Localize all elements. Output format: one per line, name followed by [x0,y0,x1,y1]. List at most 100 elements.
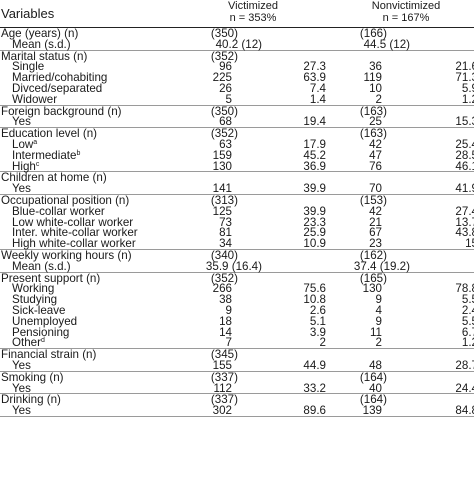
footnote-marker: d [41,337,45,345]
table-section: Foreign background (n) (350) (163) Yes 68 19.… [0,104,474,129]
victimized-n-cell: 40.2 (12) [215,37,262,51]
row-label: Intermediateb [12,149,80,161]
table-row: Low white-collar worker 73 23.3 21 13.7 [0,215,474,229]
victimized-n-cell: 34 [219,237,232,251]
victimized-n-cell: 35.9 (16.4) [205,259,262,273]
victimized-column-header: Victimized n = 353% [178,0,328,24]
victimized-count: (352) [210,49,238,63]
row-label-text: Yes [12,381,31,395]
nonvictimized-count: (153) [359,193,387,207]
table-row: Blue-collar worker 125 39.9 42 27.4 [0,205,474,217]
row-label-text: Mean (s.d.) [12,37,71,51]
victimized-pct-cell: 23.3 [303,215,326,229]
row-label-text: Pensioning [12,325,70,339]
victimized-n-cell: 96 [219,60,232,74]
victimized-count: (352) [210,271,238,285]
nonvictimized-n-cell: 42 [369,137,382,151]
section-title: Children at home (n) [1,171,107,185]
nonvictimized-n-cell: 4 [375,303,382,317]
row-label: Yes [12,182,31,196]
nonvictimized-count: (162) [359,248,387,262]
nonvictimized-n-cell: 139 [362,404,382,418]
table-row: Studying 38 10.8 9 5.5 [0,293,474,307]
nonvictimized-pct-cell: 13.7 [455,215,474,229]
nonvictimized-pct-cell: 6.7 [461,325,474,339]
table-row: Married/cohabiting 225 63.9 119 71.3 [0,71,474,85]
row-label-text: Studying [12,293,58,307]
table-row: Mean (s.d.) 35.9 (16.4) 37.4 (19.2) [0,259,474,273]
row-label-text: Sick-leave [12,303,66,317]
row-label: Pensioning [12,325,70,339]
victimized-count: (350) [210,27,238,40]
row-label-text: Yes [12,182,31,196]
table-row: Lowa 63 17.9 42 25.4 [0,137,474,151]
nonvictimized-n-cell: 11 [369,325,382,339]
table-row: Yes 112 33.2 40 24.4 [0,381,474,395]
table-section: Present support (n) (352) (165) Working 266 7… [0,271,474,350]
nonvictimized-n-cell: 9 [375,293,382,307]
footnote-marker: c [35,160,40,168]
victimized-pct-cell: 33.2 [303,381,326,395]
table-section: Occupational position (n) (313) (153) Blue-… [0,195,474,250]
table-section: Marital status (n) (352) Single 96 27.3 36 21.… [0,49,474,106]
victimized-pct-cell: 63.9 [303,71,326,85]
table-row: Working 266 75.6 130 78.8 [0,282,474,296]
nonvictimized-n-cell: 36 [369,60,382,74]
table-row: Intermediateb 159 45.2 47 28.5 [0,149,474,161]
footnote-marker: a [33,138,38,146]
nonvictimized-pct-cell: 5.9 [461,81,474,95]
table-section: Smoking (n) (337) (164) Yes 112 33.2 40 24.4 [0,370,474,395]
victimized-pct-cell: 27.3 [303,60,326,74]
nonvictimized-count: (163) [359,104,387,118]
row-label-text: Single [12,60,45,74]
section-header-row: Weekly working hours (n) (340) (162) [0,248,474,262]
nonvictimized-n-cell: 76 [369,159,382,173]
row-label-text: Low white-collar worker [12,215,134,229]
section-header-row: Marital status (n) (352) [0,49,474,63]
row-label: Widower [12,93,57,105]
table-row: Yes 155 44.9 48 28.7 [0,360,474,372]
nonvictimized-pct-cell: 46.1 [455,159,474,173]
row-label: Otherd [12,336,45,350]
nonvictimized-n-cell: 130 [362,282,382,296]
nonvictimized-pct-cell: 43.8 [455,226,474,240]
nonvictimized-n: n = 167% [382,11,430,24]
section-title: Smoking (n) [1,370,64,384]
row-label-text: Other [12,336,41,350]
victimized-count: (337) [210,393,238,407]
row-label: Unemployed [12,315,77,327]
nonvictimized-pct-cell: 15 [465,237,474,251]
victimized-n-cell: 63 [219,137,232,151]
nonvictimized-pct-cell: 78.8 [455,282,474,296]
nonvictimized-label: Nonvictimized [371,0,441,12]
victimized-pct-cell: 89.6 [303,404,326,418]
table-section: Drinking (n) (337) (164) Yes 302 89.6 139 84.8 [0,394,474,417]
row-label-text: Mean (s.d.) [12,259,71,273]
variables-column-header: Variables [1,6,55,21]
victimized-n-cell: 68 [219,115,232,129]
row-label: Yes [12,381,31,395]
victimized-pct-cell: 3.9 [309,325,326,339]
victimized-n-cell: 130 [212,159,232,173]
section-header-row: Smoking (n) (337) (164) [0,370,474,384]
victimized-n-cell: 73 [219,215,232,229]
victimized-pct-cell: 5.1 [309,314,326,328]
victimized-count: (337) [210,370,238,384]
victimized-n-cell: 266 [212,282,232,296]
row-label: Sick-leave [12,303,66,317]
victimized-n-cell: 225 [212,71,232,85]
row-label: Yes [12,360,31,372]
row-label-text: Yes [12,404,31,418]
row-label: Low white-collar worker [12,215,134,229]
table-section: Age (years) (n) (350) (166) Mean (s.d.) 40.2… [0,28,474,51]
nonvictimized-n-cell: 25 [369,115,382,129]
table-row: Inter. white-collar worker 81 25.9 67 43.8 [0,226,474,240]
victimized-count: (340) [210,248,238,262]
row-label-text: High [12,159,36,173]
section-title: Foreign background (n) [1,104,122,118]
table-row: Otherd 7 2 2 1.2 [0,336,474,350]
victimized-pct-cell: 75.6 [303,282,326,296]
nonvictimized-n-cell: 67 [369,226,382,240]
victimized-pct-cell: 7.4 [309,81,326,95]
section-header-row: Drinking (n) (337) (164) [0,393,474,407]
